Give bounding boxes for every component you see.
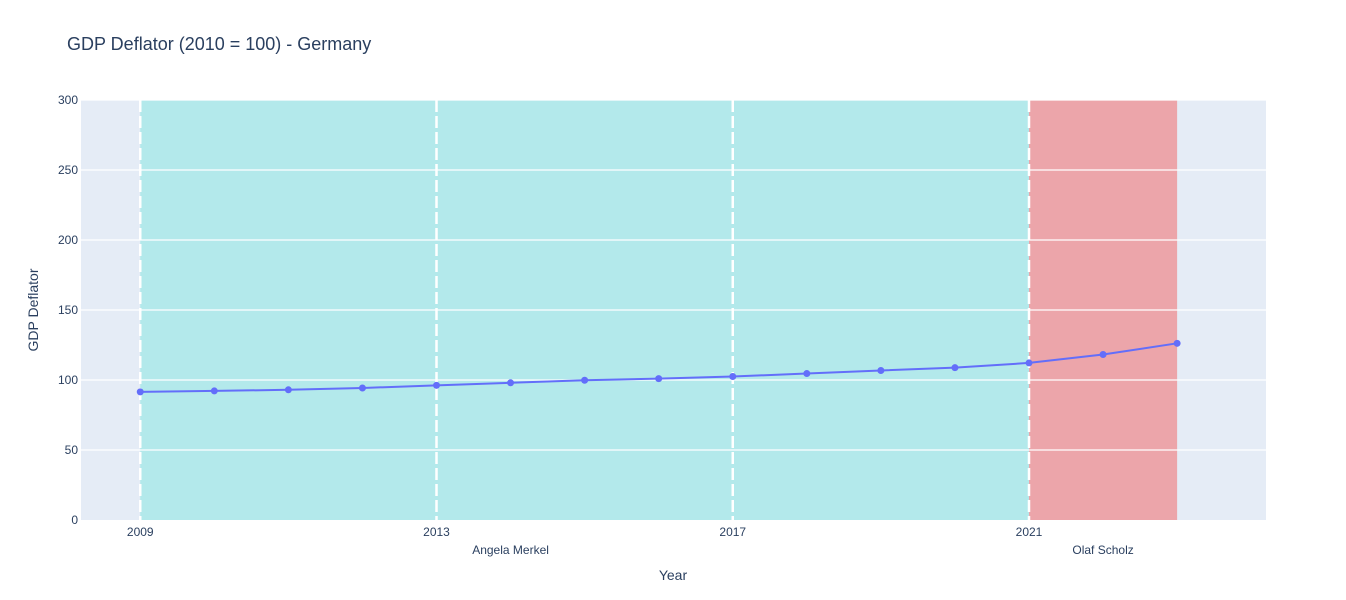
y-tick-label: 200 xyxy=(58,233,78,247)
region-labels: Angela Merkel Olaf Scholz xyxy=(472,543,1134,557)
x-tick-label: 2009 xyxy=(127,525,154,539)
data-point xyxy=(803,370,811,378)
data-point xyxy=(358,384,366,392)
x-axis-ticks: 2009 2013 2017 2021 xyxy=(127,525,1043,539)
y-axis-title: GDP Deflator xyxy=(25,268,41,351)
chart-title: GDP Deflator (2010 = 100) - Germany xyxy=(67,34,371,54)
y-tick-label: 0 xyxy=(71,513,78,527)
series-layer xyxy=(136,339,1181,396)
y-tick-label: 250 xyxy=(58,163,78,177)
data-point xyxy=(655,375,663,383)
data-point xyxy=(136,388,144,396)
data-point xyxy=(284,386,292,394)
data-point xyxy=(433,381,440,389)
data-point xyxy=(581,376,589,384)
grid-layer xyxy=(81,99,1266,451)
data-point xyxy=(1025,359,1033,367)
y-tick-label: 150 xyxy=(58,303,78,317)
data-point xyxy=(877,366,885,374)
data-point xyxy=(951,364,959,372)
region-label: Angela Merkel xyxy=(472,543,549,557)
x-tick-label: 2021 xyxy=(1016,525,1043,539)
y-tick-label: 300 xyxy=(58,93,78,107)
y-tick-label: 100 xyxy=(58,373,78,387)
x-tick-label: 2013 xyxy=(423,525,450,539)
region-label: Olaf Scholz xyxy=(1072,543,1133,557)
x-tick-label: 2017 xyxy=(719,525,746,539)
data-point xyxy=(507,379,515,387)
term-divider-layer xyxy=(139,100,1031,520)
data-point xyxy=(1099,351,1107,359)
data-point xyxy=(1173,339,1181,347)
y-axis-ticks: 0 50 100 150 200 250 300 xyxy=(58,93,78,527)
data-point xyxy=(729,373,737,380)
x-axis-title: Year xyxy=(659,567,688,583)
y-tick-label: 50 xyxy=(65,443,79,457)
data-point xyxy=(210,387,218,395)
